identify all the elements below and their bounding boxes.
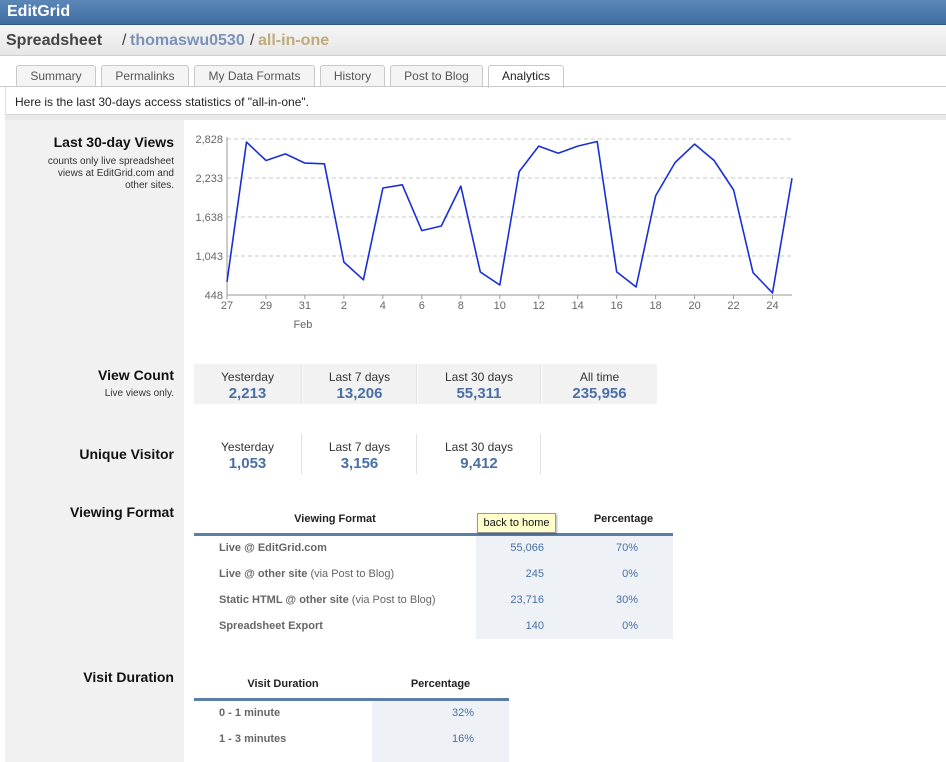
stat-value: 3,156: [340, 455, 379, 472]
tab-my-data-formats[interactable]: My Data Formats: [194, 65, 315, 87]
unique-last30: Last 30 days 9,412: [418, 434, 541, 474]
y-tick-label: 2,233: [195, 173, 223, 185]
x-tick-label: 20: [688, 300, 700, 312]
top-bar: EditGrid: [0, 0, 946, 25]
row-percentage: 16%: [451, 733, 474, 745]
tab-divider: [0, 86, 946, 87]
stat-label: Yesterday: [221, 440, 274, 454]
row-percentage: 0%: [622, 568, 638, 580]
stat-value: 2,213: [228, 385, 267, 402]
x-tick-label: 29: [260, 300, 272, 312]
unique-visitor-title: Unique Visitor: [79, 446, 174, 462]
x-month-label: Feb: [293, 319, 312, 331]
y-tick-label: 448: [205, 290, 223, 302]
tab-permalinks[interactable]: Permalinks: [101, 65, 189, 87]
section-divider: [5, 114, 946, 120]
view-count-yesterday: Yesterday 2,213: [194, 364, 302, 404]
breadcrumb-separator: /: [122, 32, 127, 49]
row-count: 23,716: [510, 594, 544, 606]
x-tick-label: 31: [299, 300, 311, 312]
tab-summary[interactable]: Summary: [16, 65, 96, 87]
visit-duration-title: Visit Duration: [83, 669, 174, 685]
visit-duration-table: Visit Duration Percentage 0 - 1 minute 3…: [194, 670, 509, 762]
x-tick-label: 24: [766, 300, 778, 312]
x-tick-label: 12: [533, 300, 545, 312]
table-row: Live @ EditGrid.com: [219, 542, 327, 554]
x-tick-label: 14: [572, 300, 584, 312]
stat-label: Last 30 days: [444, 440, 514, 454]
table-row: Static HTML @ other site (via Post to Bl…: [219, 594, 436, 606]
x-tick-label: 22: [727, 300, 739, 312]
y-tick-label: 1,638: [195, 212, 223, 224]
tab-analytics[interactable]: Analytics: [488, 65, 564, 88]
column-header: Percentage: [593, 513, 654, 525]
unique-last7: Last 7 days 3,156: [303, 434, 417, 474]
view-count-title: View Count: [98, 367, 174, 383]
stat-label: All time: [579, 370, 620, 384]
tab-bar: Summary Permalinks My Data Formats Histo…: [0, 56, 946, 88]
table-shade: [476, 536, 673, 639]
breadcrumb: Spreadsheet / thomaswu0530 / all-in-one: [0, 25, 946, 56]
x-tick-label: 18: [649, 300, 661, 312]
row-count: 140: [525, 620, 544, 632]
breadcrumb-separator: /: [250, 32, 255, 49]
tab-history[interactable]: History: [320, 65, 385, 87]
breadcrumb-section: Spreadsheet: [6, 32, 103, 49]
x-tick-label: 4: [380, 300, 386, 312]
stat-label: Last 30 days: [444, 370, 514, 384]
y-tick-label: 1,043: [195, 251, 223, 263]
table-row: Spreadsheet Export: [219, 620, 323, 632]
row-count: 55,066: [510, 542, 544, 554]
views-subtitle: counts only live spreadsheet views at Ed…: [47, 156, 174, 191]
column-header: Viewing Format: [294, 513, 376, 525]
back-to-home-tooltip: back to home: [477, 513, 556, 533]
x-tick-label: 2: [341, 300, 347, 312]
x-tick-label: 27: [221, 300, 233, 312]
view-count-last7: Last 7 days 13,206: [303, 364, 417, 404]
intro-note: Here is the last 30-days access statisti…: [5, 87, 946, 114]
stat-value: 1,053: [228, 455, 267, 472]
label-column: [5, 120, 184, 762]
header-rule: [194, 533, 673, 536]
stat-value: 55,311: [456, 385, 502, 402]
table-shade: [372, 701, 509, 762]
app-logo[interactable]: EditGrid: [7, 3, 71, 20]
table-row: Live @ other site (via Post to Blog): [219, 568, 395, 580]
stat-label: Last 7 days: [328, 370, 391, 384]
view-count-last30: Last 30 days 55,311: [418, 364, 541, 404]
stat-label: Last 7 days: [328, 440, 391, 454]
header-rule: [194, 698, 509, 701]
viewing-format-title: Viewing Format: [70, 504, 174, 520]
x-tick-label: 10: [494, 300, 506, 312]
breadcrumb-owner-link[interactable]: thomaswu0530: [130, 32, 245, 49]
x-tick-label: 6: [419, 300, 425, 312]
view-count-all-time: All time 235,956: [542, 364, 657, 404]
stat-value: 13,206: [336, 385, 383, 402]
y-tick-label: 2,828: [195, 134, 223, 146]
x-tick-label: 8: [458, 300, 464, 312]
column-header: Percentage: [410, 678, 471, 690]
viewing-format-table: Viewing Format Percentage Live @ EditGri…: [194, 505, 673, 639]
series-line: [226, 140, 793, 294]
row-percentage: 32%: [451, 707, 474, 719]
row-percentage: 70%: [615, 542, 638, 554]
row-count: 245: [525, 568, 544, 580]
views-title: Last 30-day Views: [53, 134, 174, 150]
row-percentage: 30%: [615, 594, 638, 606]
stat-value: 9,412: [460, 455, 498, 472]
stat-value: 235,956: [572, 385, 627, 402]
table-row: 1 - 3 minutes: [219, 733, 287, 745]
view-count-subtitle: Live views only.: [104, 388, 174, 399]
stat-label: Yesterday: [221, 370, 274, 384]
row-percentage: 0%: [622, 620, 638, 632]
table-row: 0 - 1 minute: [219, 707, 281, 719]
breadcrumb-document-link[interactable]: all-in-one: [258, 32, 330, 49]
column-header: Visit Duration: [247, 678, 319, 690]
unique-yesterday: Yesterday 1,053: [194, 434, 302, 474]
tab-post-to-blog[interactable]: Post to Blog: [390, 65, 483, 87]
x-tick-label: 16: [611, 300, 623, 312]
